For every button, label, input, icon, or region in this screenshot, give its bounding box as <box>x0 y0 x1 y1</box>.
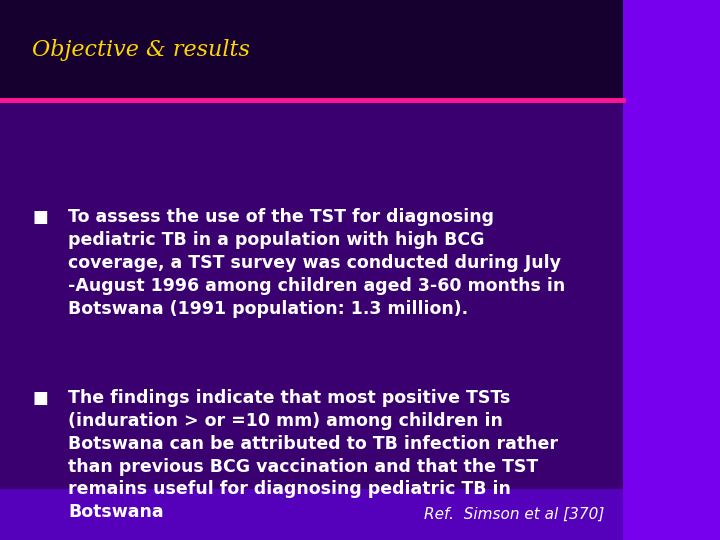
FancyBboxPatch shape <box>623 0 720 540</box>
Text: The findings indicate that most positive TSTs
(induration > or =10 mm) among chi: The findings indicate that most positive… <box>68 389 559 521</box>
Text: ■: ■ <box>32 208 48 226</box>
Text: Objective & results: Objective & results <box>32 39 251 61</box>
Text: Ref.  Simson et al [370]: Ref. Simson et al [370] <box>424 507 605 522</box>
Text: To assess the use of the TST for diagnosing
pediatric TB in a population with hi: To assess the use of the TST for diagnos… <box>68 208 566 318</box>
FancyBboxPatch shape <box>0 489 623 540</box>
FancyBboxPatch shape <box>0 0 623 100</box>
Text: ■: ■ <box>32 389 48 407</box>
